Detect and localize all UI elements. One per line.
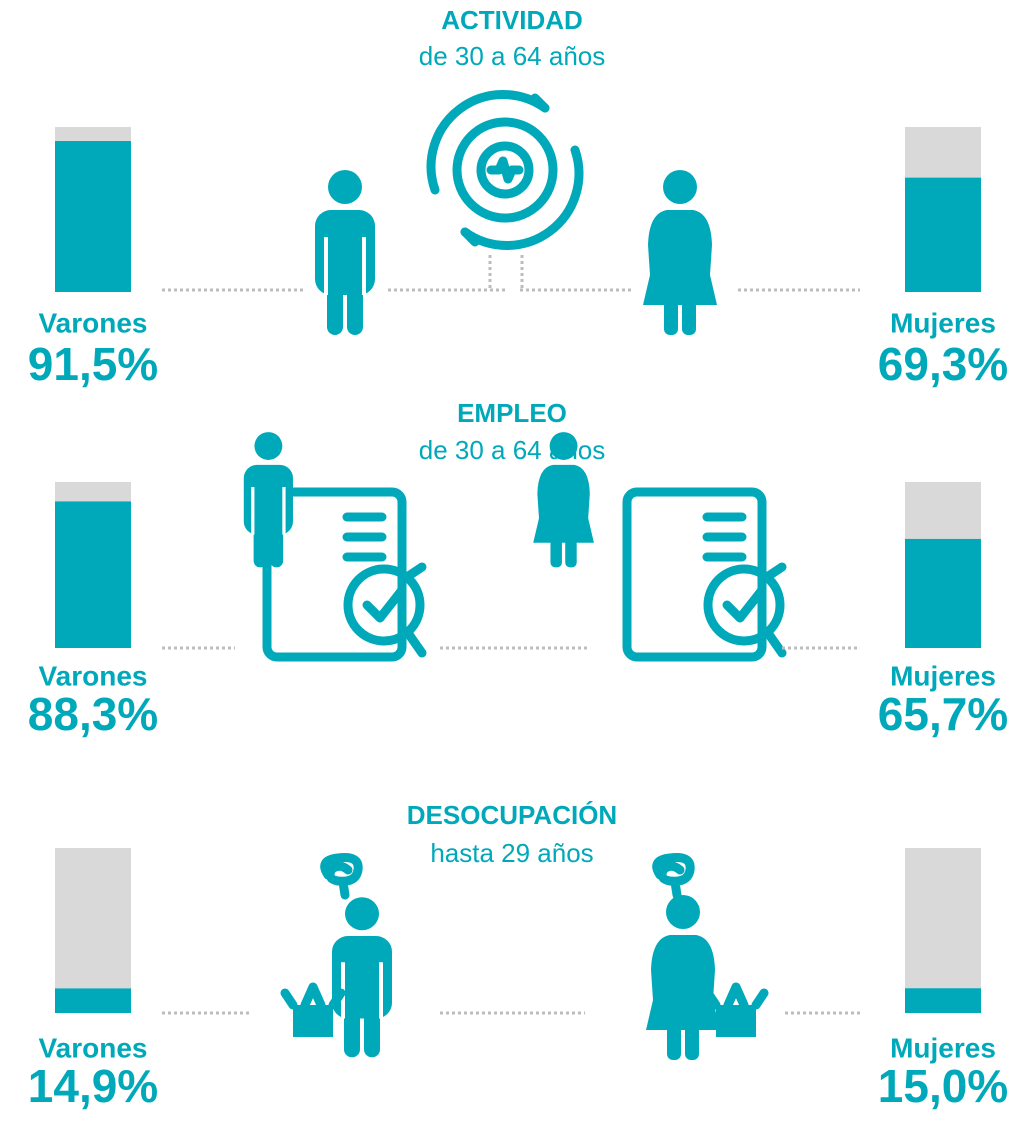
section-title: ACTIVIDAD — [441, 5, 583, 35]
worry-icon — [325, 858, 359, 896]
value-label: 65,7% — [878, 688, 1008, 740]
man-icon — [313, 168, 377, 337]
connector — [162, 255, 860, 292]
bar — [55, 141, 131, 292]
category-label: Varones — [39, 660, 148, 691]
bar — [905, 177, 981, 292]
bar — [55, 501, 131, 648]
woman-icon — [643, 170, 717, 335]
bar-background — [905, 848, 981, 1013]
bar — [905, 538, 981, 648]
section-title: DESOCUPACIÓN — [407, 800, 617, 830]
value-label: 88,3% — [28, 688, 158, 740]
section-title: EMPLEO — [457, 398, 567, 428]
woman-icon — [646, 895, 720, 1060]
category-label: Mujeres — [890, 1032, 996, 1063]
category-label: Mujeres — [890, 660, 996, 691]
value-label: 15,0% — [878, 1060, 1008, 1112]
woman-document-icon — [627, 492, 782, 657]
category-label: Varones — [39, 307, 148, 338]
section-subtitle: de 30 a 64 años — [419, 435, 606, 465]
gear-icon — [426, 90, 584, 250]
box-icon — [708, 987, 764, 1037]
bar-background — [55, 848, 131, 1013]
worry-icon — [657, 858, 691, 896]
category-label: Varones — [39, 1032, 148, 1063]
man-icon — [330, 895, 394, 1060]
value-label: 69,3% — [878, 338, 1008, 390]
section-subtitle: de 30 a 64 años — [419, 41, 606, 71]
bar — [905, 988, 981, 1013]
value-label: 14,9% — [28, 1060, 158, 1112]
section-subtitle: hasta 29 años — [430, 838, 593, 868]
category-label: Mujeres — [890, 307, 996, 338]
bar — [55, 988, 131, 1013]
value-label: 91,5% — [28, 338, 158, 390]
